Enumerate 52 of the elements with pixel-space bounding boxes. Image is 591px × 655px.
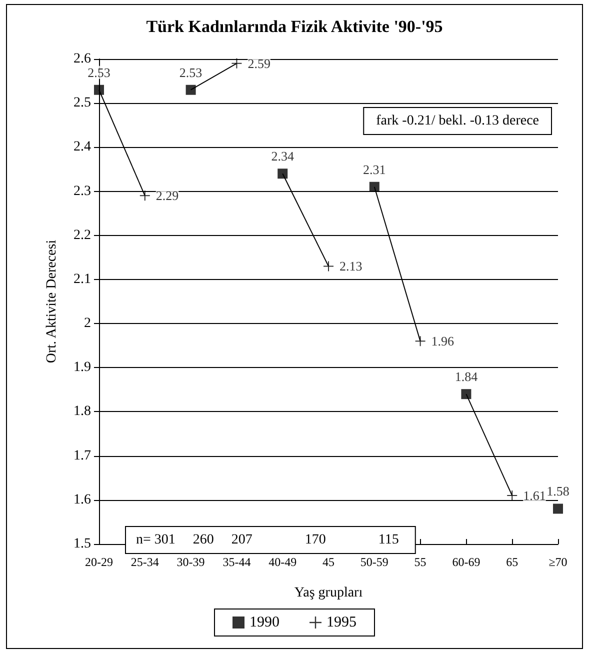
- y-tick-label: 1.5: [74, 536, 91, 552]
- data-label: 2.31: [363, 162, 386, 177]
- data-label: 2.53: [88, 64, 110, 80]
- data-label: 2.29: [156, 188, 179, 204]
- x-axis-title: Yaş grupları: [294, 586, 363, 600]
- chart-title: Türk Kadınlarında Fizik Aktivite '90-'95: [146, 17, 443, 36]
- annotation: fark -0.21/ bekl. -0.13 derece: [376, 114, 539, 128]
- y-tick-label: 2.3: [74, 184, 91, 199]
- x-tick-label: 50-59: [360, 555, 388, 569]
- point: [415, 336, 426, 346]
- x-tick-label: 25-34: [130, 555, 159, 569]
- y-tick-label: 2.4: [74, 140, 91, 155]
- y-axis-title: Ort. Aktivite Derecesi: [44, 240, 60, 364]
- point: [278, 168, 288, 179]
- data-label: 1.58: [546, 484, 570, 499]
- point: [324, 261, 334, 272]
- y-tick-label: 2.1: [74, 272, 91, 287]
- point: [369, 182, 380, 192]
- point: [553, 504, 563, 514]
- data-label: 1.84: [454, 369, 478, 384]
- data-label: 2.13: [340, 258, 362, 274]
- y-tick-label: 1.9: [74, 360, 91, 376]
- x-tick-label: 60-69: [452, 555, 480, 569]
- x-tick-label: 35-44: [222, 555, 251, 569]
- data-label: 2.59: [248, 56, 270, 71]
- point: [140, 190, 150, 201]
- y-tick-label: 2.2: [74, 228, 91, 243]
- y-tick-label: 1.6: [74, 492, 91, 508]
- data-label: 2.34: [271, 148, 294, 164]
- point: [186, 84, 196, 95]
- x-tick-label: ≥70: [548, 555, 568, 569]
- legend-label: 1990: [250, 614, 280, 630]
- y-tick-label: 2.5: [74, 96, 91, 111]
- legend-label: 1995: [326, 614, 356, 630]
- point: [232, 58, 242, 68]
- data-label: 1.96: [431, 334, 455, 349]
- y-tick-label: 2: [84, 316, 91, 332]
- x-tick-label: 45: [322, 555, 334, 569]
- point: [461, 389, 472, 400]
- y-tick-label: 1.8: [74, 404, 91, 420]
- y-tick-label: 2.6: [74, 52, 91, 66]
- annotation: n= 301 260 207 170 115: [136, 532, 399, 548]
- point: [94, 84, 104, 95]
- x-tick-label: 40-49: [268, 555, 297, 569]
- x-tick-label: 65: [506, 555, 518, 569]
- data-label: 2.53: [179, 64, 202, 80]
- x-tick-label: 55: [414, 555, 426, 569]
- y-tick-label: 1.7: [74, 448, 91, 464]
- x-tick-label: 20-29: [85, 555, 113, 569]
- x-tick-label: 30-39: [176, 555, 205, 569]
- data-label: 1.61: [523, 488, 546, 503]
- point: [507, 490, 518, 500]
